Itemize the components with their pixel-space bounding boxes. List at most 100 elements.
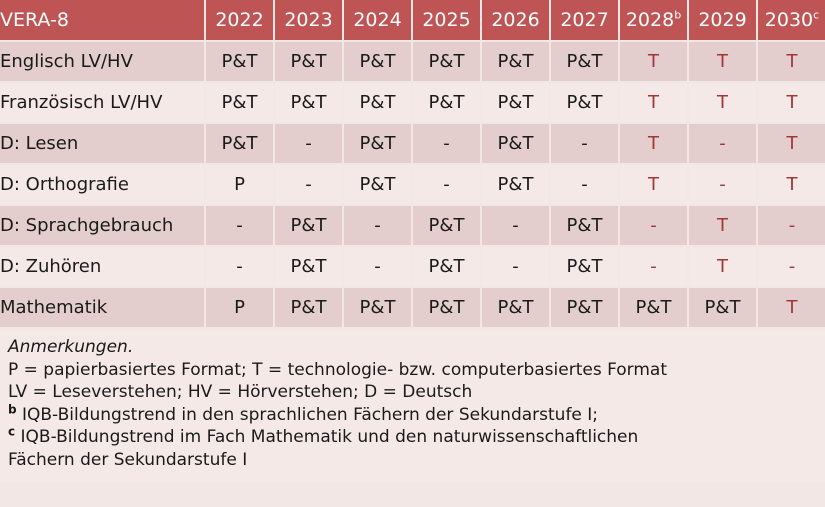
- cell-value: P&T: [412, 287, 482, 329]
- header-cell-year-2026: 2026: [481, 0, 551, 42]
- cell-value: P&T: [688, 287, 758, 329]
- cell-value: -: [688, 164, 758, 206]
- cell-value: P&T: [205, 82, 275, 124]
- cell-value: -: [757, 205, 825, 247]
- cell-value: -: [481, 246, 551, 288]
- header-year-label: 2022: [215, 8, 264, 31]
- cell-value: -: [550, 164, 620, 206]
- vera8-schedule-table: VERA-8 2022 2023 2024 2025 2026 2027 2028b 2029…: [0, 0, 825, 329]
- cell-value: -: [619, 205, 689, 247]
- notes-line: P = papierbasiertes Format; T = technolo…: [8, 359, 817, 382]
- cell-value: P&T: [343, 41, 413, 83]
- cell-value: T: [757, 41, 825, 83]
- cell-value: P&T: [550, 205, 620, 247]
- header-cell-title: VERA-8: [0, 0, 206, 42]
- cell-value: P&T: [481, 287, 551, 329]
- header-year-label: 2029: [698, 8, 747, 31]
- cell-value: -: [274, 164, 344, 206]
- cell-value: P&T: [343, 164, 413, 206]
- cell-value: -: [205, 246, 275, 288]
- cell-value: P&T: [481, 164, 551, 206]
- cell-value: P&T: [274, 287, 344, 329]
- cell-value: P&T: [550, 82, 620, 124]
- table-row: Französisch LV/HV P&T P&T P&T P&T P&T P&T T T T: [0, 82, 825, 124]
- cell-value: P&T: [205, 123, 275, 165]
- cell-value: T: [688, 205, 758, 247]
- notes-line: LV = Leseverstehen; HV = Hörverstehen; D…: [8, 381, 817, 404]
- notes-title: Anmerkungen.: [8, 337, 134, 357]
- cell-value: P&T: [274, 246, 344, 288]
- row-label: D: Orthografie: [0, 164, 206, 206]
- header-cell-year-2029: 2029: [688, 0, 758, 42]
- cell-value: P&T: [481, 41, 551, 83]
- row-label: Französisch LV/HV: [0, 82, 206, 124]
- cell-value: -: [274, 123, 344, 165]
- cell-value: P&T: [205, 41, 275, 83]
- cell-value: T: [688, 246, 758, 288]
- cell-value: -: [412, 123, 482, 165]
- header-cell-year-2022: 2022: [205, 0, 275, 42]
- header-year-footnote-marker: c: [813, 8, 820, 22]
- header-year-label: 2030: [764, 8, 814, 31]
- cell-value: P&T: [412, 82, 482, 124]
- cell-value: -: [619, 246, 689, 288]
- cell-value: -: [757, 246, 825, 288]
- cell-value: P&T: [412, 246, 482, 288]
- row-label: Englisch LV/HV: [0, 41, 206, 83]
- header-year-label: 2023: [284, 8, 333, 31]
- cell-value: P&T: [274, 205, 344, 247]
- row-label: D: Lesen: [0, 123, 206, 165]
- row-label: D: Sprachgebrauch: [0, 205, 206, 247]
- notes-line-text: P = papierbasiertes Format; T = technolo…: [8, 359, 668, 380]
- cell-value: T: [619, 123, 689, 165]
- header-year-label: 2028: [625, 8, 675, 31]
- cell-value: P&T: [274, 82, 344, 124]
- header-year-label: 2027: [560, 8, 609, 31]
- cell-value: T: [757, 82, 825, 124]
- cell-value: -: [688, 123, 758, 165]
- header-cell-year-2025: 2025: [412, 0, 482, 42]
- table-row: Mathematik P P&T P&T P&T P&T P&T P&T P&T T: [0, 287, 825, 329]
- cell-value: P&T: [274, 41, 344, 83]
- table-row: D: Lesen P&T - P&T - P&T - T - T: [0, 123, 825, 165]
- row-label: Mathematik: [0, 287, 206, 329]
- cell-value: P&T: [412, 205, 482, 247]
- header-year-label: 2026: [491, 8, 540, 31]
- table-row: Englisch LV/HV P&T P&T P&T P&T P&T P&T T T T: [0, 41, 825, 83]
- cell-value: P&T: [481, 82, 551, 124]
- cell-value: -: [412, 164, 482, 206]
- header-year-label: 2024: [353, 8, 402, 31]
- row-label: D: Zuhören: [0, 246, 206, 288]
- cell-value: P&T: [550, 246, 620, 288]
- header-cell-year-2028: 2028b: [619, 0, 689, 42]
- header-year-label: 2025: [422, 8, 471, 31]
- cell-value: T: [688, 41, 758, 83]
- notes-line: b IQB-Bildungstrend in den sprachlichen …: [8, 402, 817, 427]
- notes-line-text: LV = Leseverstehen; HV = Hörverstehen; D…: [8, 382, 473, 403]
- cell-value: P&T: [550, 41, 620, 83]
- cell-value: -: [343, 205, 413, 247]
- table-header-row: VERA-8 2022 2023 2024 2025 2026 2027 2028b 2029…: [0, 0, 825, 42]
- cell-value: T: [757, 287, 825, 329]
- cell-value: -: [481, 205, 551, 247]
- notes-line: c IQB-Bildungstrend im Fach Mathematik u…: [8, 426, 817, 449]
- cell-value: P&T: [343, 287, 413, 329]
- cell-value: T: [757, 123, 825, 165]
- notes-line: Fächern der Sekundarstufe I: [8, 449, 817, 472]
- cell-value: P&T: [412, 41, 482, 83]
- cell-value: -: [550, 123, 620, 165]
- table-body: Englisch LV/HV P&T P&T P&T P&T P&T P&T T T T Franz…: [0, 41, 825, 329]
- header-cell-year-2030: 2030c: [757, 0, 825, 42]
- header-cell-year-2027: 2027: [550, 0, 620, 42]
- header-year-footnote-marker: b: [674, 8, 682, 22]
- notes-line-text: Fächern der Sekundarstufe I: [8, 450, 248, 471]
- notes-footnote-marker: b: [8, 402, 17, 417]
- cell-value: P&T: [619, 287, 689, 329]
- table-notes: Anmerkungen. P = papierbasiertes Format;…: [0, 329, 825, 481]
- table-row: D: Zuhören - P&T - P&T - P&T - T -: [0, 246, 825, 288]
- notes-footnote-marker: c: [8, 424, 16, 439]
- header-cell-year-2023: 2023: [274, 0, 344, 42]
- cell-value: -: [205, 205, 275, 247]
- cell-value: T: [757, 164, 825, 206]
